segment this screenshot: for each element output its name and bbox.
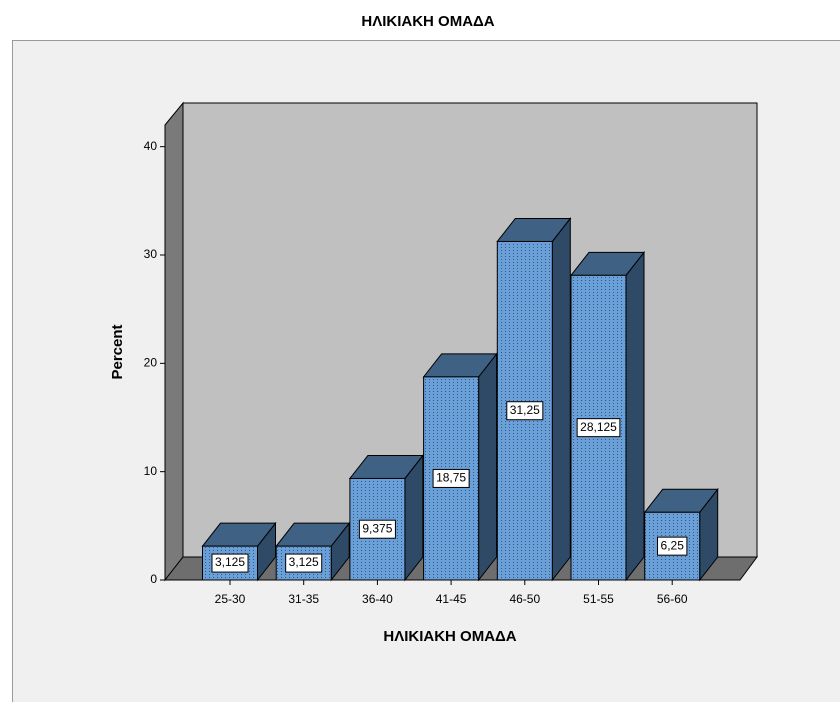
x-tick-label: 25-30 [215,592,246,606]
bar-side [478,352,498,582]
y-tick-label: 30 [144,247,158,261]
bar-side [625,250,645,582]
value-label-box [285,553,323,573]
bar [643,487,719,582]
value-label: 3,125 [289,555,319,569]
value-label-box [432,468,470,488]
side-wall [164,101,184,582]
value-label: 18,75 [436,471,466,485]
y-axis-label: Percent [109,324,126,379]
y-tick-label: 10 [144,464,158,478]
x-tick-label: 51-55 [583,592,614,606]
bar [422,352,498,582]
value-label: 6,25 [661,538,685,552]
value-label-box [657,536,688,556]
x-tick-label: 31-35 [288,592,319,606]
x-tick-label: 41-45 [436,592,467,606]
value-label-box [576,418,621,438]
y-tick-label: 40 [144,139,158,153]
value-label: 28,125 [580,420,617,434]
chart-title: ΗΛΙΚΙΑΚΗ ΟΜΑΔΑ [361,13,494,30]
bar [348,453,424,582]
value-label: 31,25 [510,403,540,417]
x-axis-label: ΗΛΙΚΙΑΚΗ ΟΜΑΔΑ [383,628,516,645]
x-tick-label: 56-60 [657,592,688,606]
value-label: 9,375 [362,521,392,535]
bar [569,250,646,582]
bar [496,217,572,582]
y-tick-label: 20 [144,356,158,370]
value-label-box [211,553,249,573]
value-label-box [358,519,396,539]
y-tick-label: 0 [150,572,157,586]
bar-side [551,217,571,582]
x-tick-label: 36-40 [362,592,393,606]
value-label-box [506,401,544,421]
x-tick-label: 46-50 [509,592,540,606]
value-label: 3,125 [215,555,245,569]
